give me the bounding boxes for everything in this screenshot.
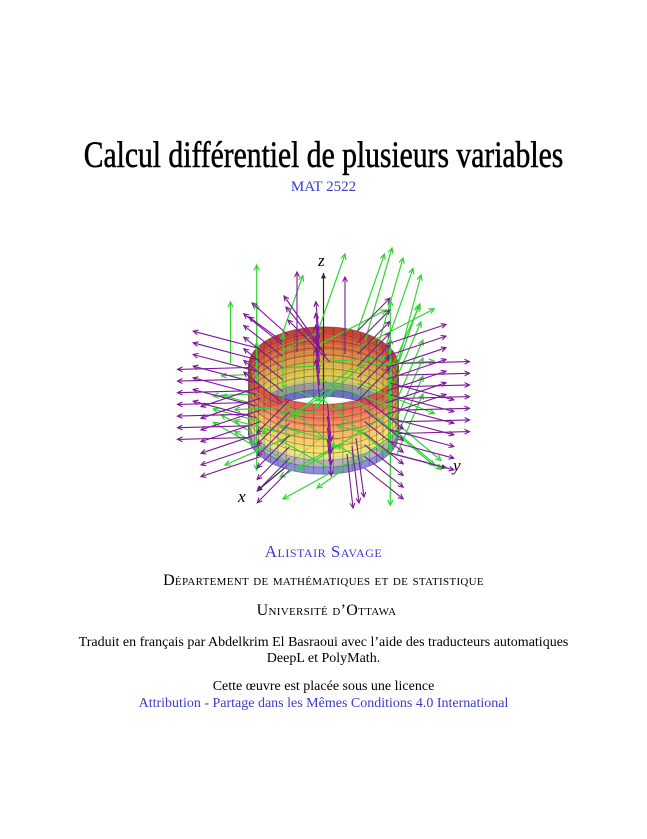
svg-text:x: x xyxy=(237,487,246,506)
svg-text:z: z xyxy=(317,251,325,270)
svg-text:y: y xyxy=(451,456,461,475)
